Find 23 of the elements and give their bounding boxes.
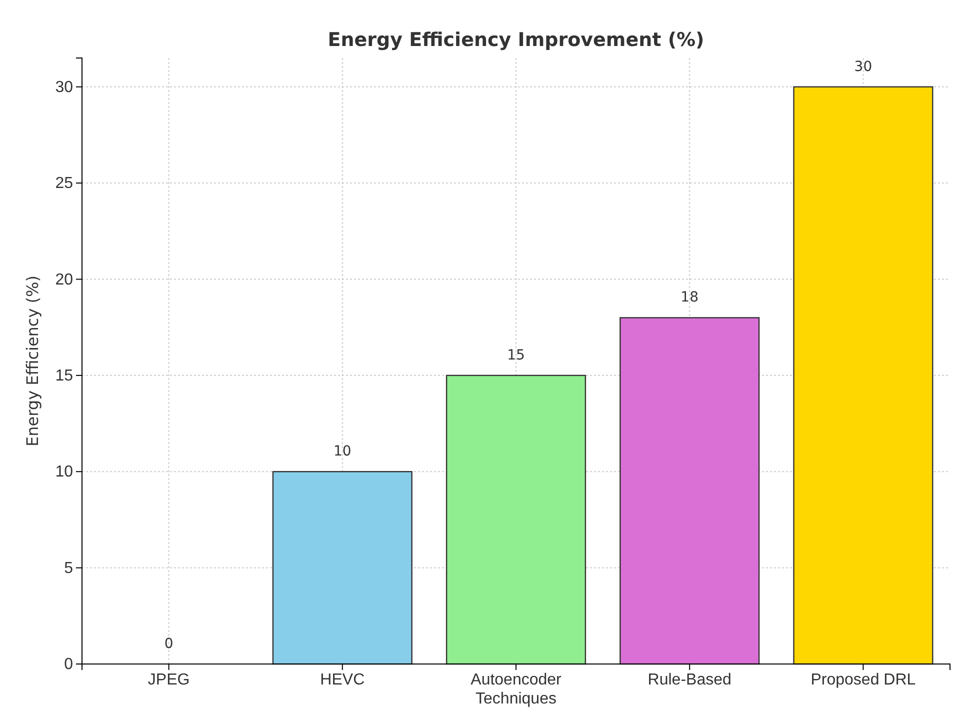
data-label: 10 bbox=[333, 444, 352, 460]
x-tick-label: Autoencoder Techniques bbox=[470, 671, 562, 708]
data-label: 15 bbox=[507, 347, 525, 364]
data-label: 18 bbox=[680, 290, 699, 306]
y-tick-label: 15 bbox=[55, 368, 74, 385]
data-label: 30 bbox=[854, 58, 872, 75]
bar bbox=[620, 317, 760, 665]
x-tick-label: JPEG bbox=[148, 671, 190, 688]
bar bbox=[272, 471, 412, 665]
y-tick-label: 5 bbox=[64, 560, 74, 577]
data-label: 0 bbox=[164, 636, 174, 652]
x-tick-label: Rule-Based bbox=[648, 671, 732, 688]
y-tick-label: 10 bbox=[55, 464, 74, 481]
y-tick-label: 25 bbox=[55, 175, 74, 192]
y-axis-title: Energy Efficiency (%) bbox=[23, 276, 42, 446]
y-tick-label: 0 bbox=[64, 656, 74, 674]
chart-title: Energy Efficiency Improvement (%) bbox=[328, 29, 704, 51]
bar bbox=[793, 86, 934, 665]
bar bbox=[446, 374, 586, 665]
y-tick-label: 30 bbox=[55, 78, 74, 96]
x-tick-label: Proposed DRL bbox=[810, 671, 916, 688]
x-tick-label: HEVC bbox=[320, 671, 365, 688]
y-tick-label: 20 bbox=[55, 271, 74, 288]
